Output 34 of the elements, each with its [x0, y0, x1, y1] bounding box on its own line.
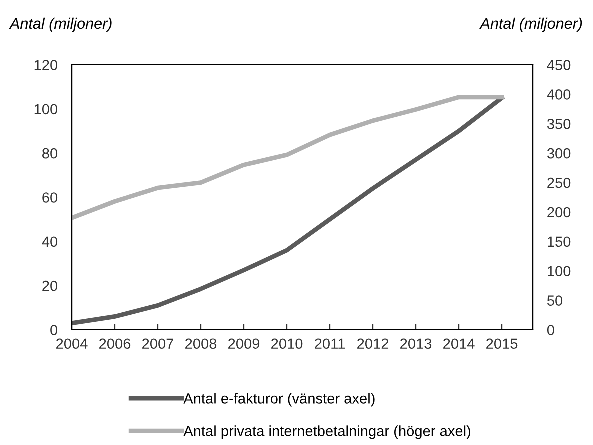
x-tick-label: 2011 — [315, 338, 345, 350]
y-tick-label: 0 — [50, 325, 58, 336]
x-tick-label: 2006 — [100, 338, 131, 350]
y2-tick-label: 0 — [547, 325, 554, 336]
y2-tick-label: 50 — [547, 296, 563, 306]
x-tick-label: 2012 — [358, 338, 389, 350]
y-tick-label: 120 — [34, 60, 58, 70]
y2-tick-label: 350 — [547, 118, 571, 130]
y2-tick-label: 100 — [548, 266, 571, 277]
line-series — [72, 96, 504, 326]
y-tick-label: 60 — [42, 192, 58, 203]
y2-axis-title: Antal (miljoner) — [480, 18, 582, 32]
x-tick-label: 2004 — [56, 338, 88, 350]
y2-tick-label: 450 — [547, 60, 571, 70]
y2-tick-label: 300 — [547, 148, 571, 159]
x-tick-label: 2014 — [444, 338, 475, 350]
x-tick-label: 2009 — [228, 338, 260, 350]
x-tick-label: 2010 — [272, 338, 303, 350]
y2-tick-label: 200 — [548, 207, 571, 218]
y2-tick-label: 400 — [547, 90, 571, 100]
y-tick-label: 40 — [42, 236, 58, 248]
y-tick-label: 100 — [34, 104, 58, 115]
x-tick-label: 2008 — [186, 338, 217, 350]
y2-tick-label: 250 — [548, 178, 571, 188]
x-tick-label: 2007 — [142, 338, 174, 350]
y-tick-label: 80 — [42, 148, 58, 159]
y-tick-label: 20 — [42, 280, 58, 292]
x-tick-label: 2015 — [486, 338, 518, 350]
y-axis-title: Antal (miljoner) — [9, 18, 112, 32]
y2-tick-label: 150 — [548, 236, 571, 248]
line-series — [72, 95, 504, 220]
x-tick-label: 2013 — [400, 338, 432, 350]
legend-label: Antal privata internetbetalningar (höger axel) — [184, 426, 471, 440]
legend-label: Antal e-fakturor (vänster axel) — [184, 393, 375, 407]
